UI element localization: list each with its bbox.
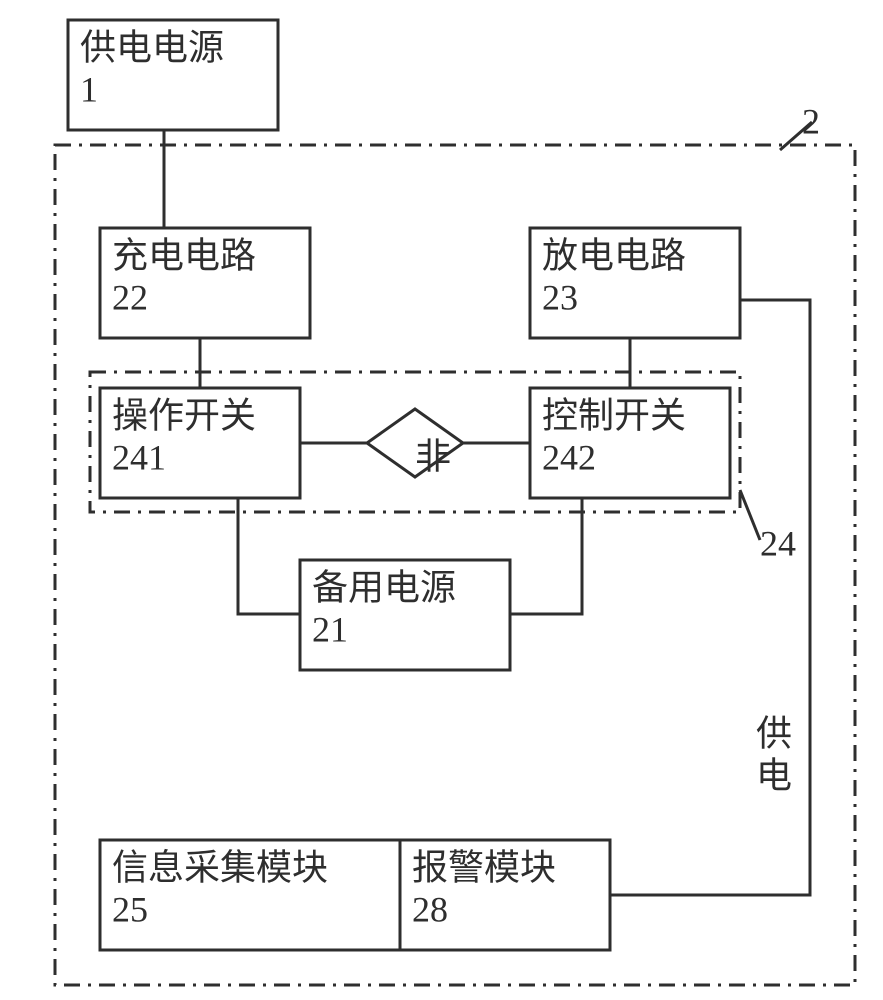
side-label-power: 供电 (756, 714, 792, 796)
charging-circuit: 充电电路22 (100, 228, 310, 338)
info-collection: 信息采集模块25 (100, 840, 400, 950)
not-gate-label: 非 (415, 437, 451, 477)
svg-text:报警模块: 报警模块 (412, 848, 556, 888)
power-supply: 供电电源1 (68, 20, 278, 130)
side-label-char: 供 (756, 714, 792, 754)
leader-switch (740, 490, 760, 540)
svg-text:28: 28 (412, 890, 448, 930)
svg-text:1: 1 (80, 70, 98, 110)
alarm-module: 报警模块28 (400, 840, 610, 950)
svg-text:242: 242 (542, 438, 596, 478)
backup-power: 备用电源21 (300, 560, 510, 670)
ref-label-switch: 24 (760, 524, 796, 564)
svg-text:21: 21 (312, 610, 348, 650)
svg-text:信息采集模块: 信息采集模块 (112, 848, 328, 888)
svg-text:25: 25 (112, 890, 148, 930)
svg-text:充电电路: 充电电路 (112, 236, 256, 276)
svg-text:控制开关: 控制开关 (542, 396, 686, 436)
svg-text:供电电源: 供电电源 (80, 28, 224, 68)
side-label-char: 电 (756, 756, 792, 796)
control-switch: 控制开关242 (530, 388, 730, 498)
svg-text:23: 23 (542, 278, 578, 318)
discharge-circuit: 放电电路23 (530, 228, 740, 338)
not-gate: 非 (367, 409, 463, 477)
e-ctlsw-backup (510, 498, 582, 614)
ref-label-outer: 2 (802, 102, 820, 142)
svg-text:22: 22 (112, 278, 148, 318)
block-diagram: 224供电电源1充电电路22放电电路23操作开关241控制开关242备用电源21… (0, 0, 883, 1000)
svg-text:放电电路: 放电电路 (542, 236, 686, 276)
e-opsw-backup (238, 498, 300, 614)
svg-text:241: 241 (112, 438, 166, 478)
svg-text:操作开关: 操作开关 (112, 396, 256, 436)
operation-switch: 操作开关241 (100, 388, 300, 498)
svg-text:备用电源: 备用电源 (312, 568, 456, 608)
